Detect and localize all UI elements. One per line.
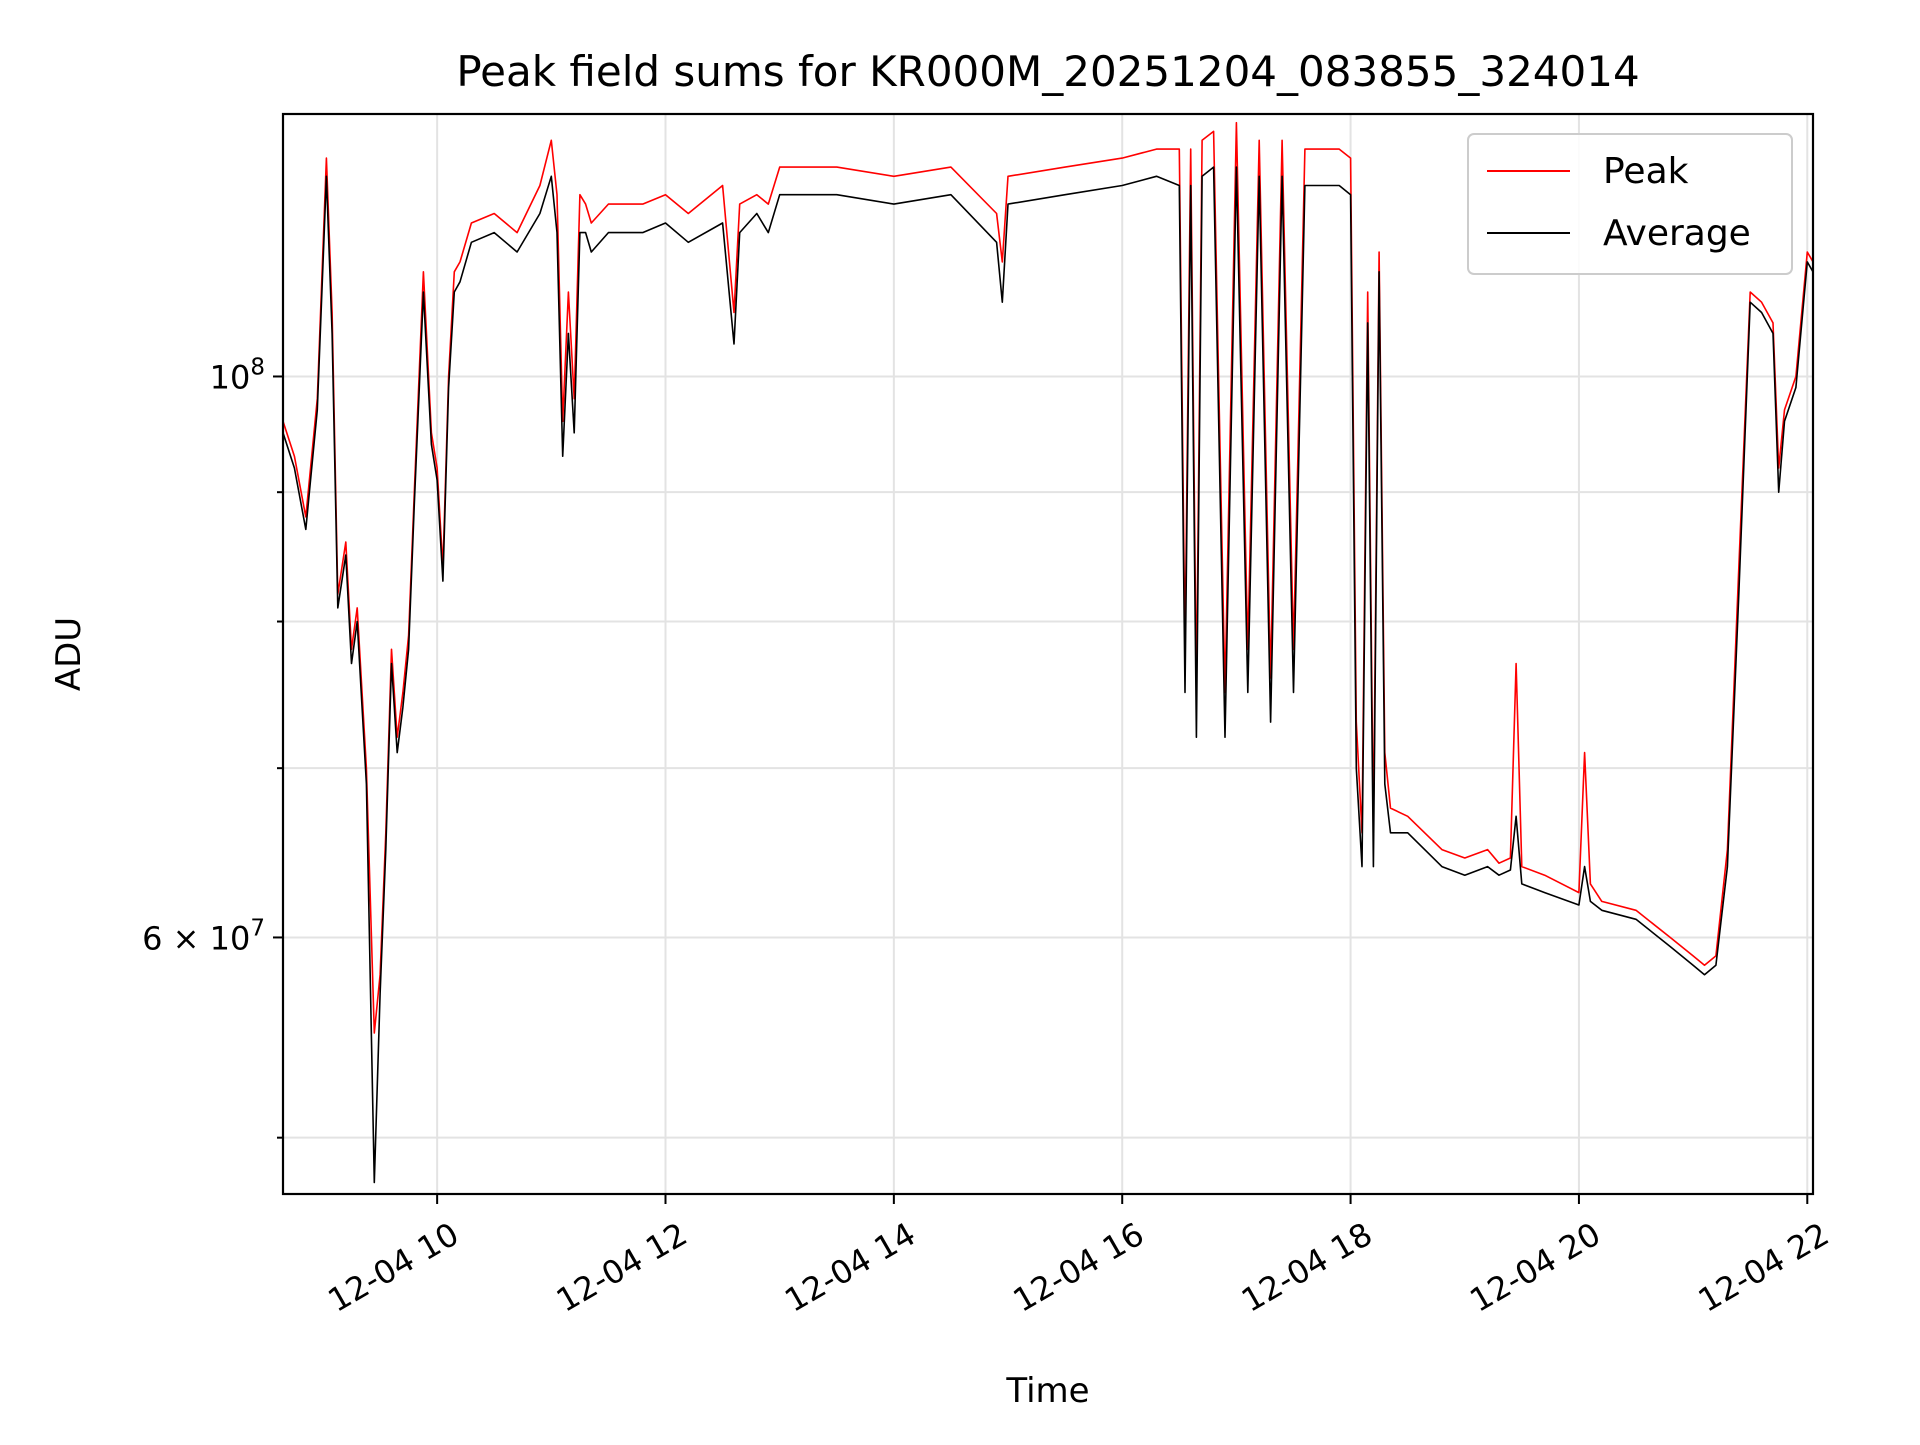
legend: Peak Average (1467, 133, 1793, 275)
legend-peak-label: Peak (1603, 151, 1689, 192)
plot-frame (281, 112, 1815, 1196)
series-layer (283, 121, 1813, 1184)
y-axis-label: ADU (49, 617, 89, 691)
y-tick-label: 6 × 107 (142, 915, 265, 957)
x-axis-label: Time (1005, 1371, 1089, 1411)
chart-title: Peak field sums for KR000M_20251204_0838… (456, 47, 1639, 96)
legend-average-label: Average (1603, 213, 1751, 254)
legend-box (1467, 133, 1793, 275)
series-line-average (283, 166, 1813, 1184)
y-tick-label: 108 (210, 354, 265, 396)
grid-layer (283, 114, 1813, 1194)
